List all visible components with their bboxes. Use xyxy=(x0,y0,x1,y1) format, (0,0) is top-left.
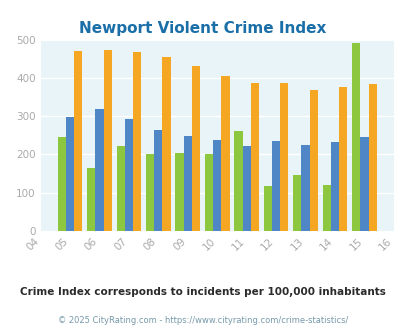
Bar xyxy=(242,146,250,231)
Bar xyxy=(103,50,111,231)
Bar xyxy=(146,154,154,231)
Bar xyxy=(124,119,133,231)
Text: Crime Index corresponds to incidents per 100,000 inhabitants: Crime Index corresponds to incidents per… xyxy=(20,287,385,297)
Bar xyxy=(338,87,346,231)
Bar xyxy=(66,117,74,231)
Bar xyxy=(154,130,162,231)
Bar xyxy=(175,152,183,231)
Bar xyxy=(87,168,95,231)
Bar xyxy=(95,109,103,231)
Bar xyxy=(133,52,141,231)
Bar xyxy=(213,140,221,231)
Bar xyxy=(205,154,213,231)
Bar xyxy=(359,137,368,231)
Bar xyxy=(330,142,338,231)
Bar xyxy=(162,57,170,231)
Bar xyxy=(309,90,317,231)
Bar xyxy=(192,66,200,231)
Text: © 2025 CityRating.com - https://www.cityrating.com/crime-statistics/: © 2025 CityRating.com - https://www.city… xyxy=(58,316,347,325)
Bar xyxy=(58,137,66,231)
Bar xyxy=(263,186,271,231)
Bar xyxy=(116,146,124,231)
Bar xyxy=(292,175,301,231)
Bar xyxy=(221,76,229,231)
Bar xyxy=(74,51,82,231)
Bar xyxy=(234,131,242,231)
Bar xyxy=(271,141,279,231)
Bar xyxy=(368,84,376,231)
Bar xyxy=(351,44,359,231)
Bar xyxy=(279,83,288,231)
Text: Newport Violent Crime Index: Newport Violent Crime Index xyxy=(79,21,326,36)
Bar xyxy=(301,145,309,231)
Bar xyxy=(250,83,258,231)
Bar xyxy=(322,185,330,231)
Bar xyxy=(183,136,192,231)
